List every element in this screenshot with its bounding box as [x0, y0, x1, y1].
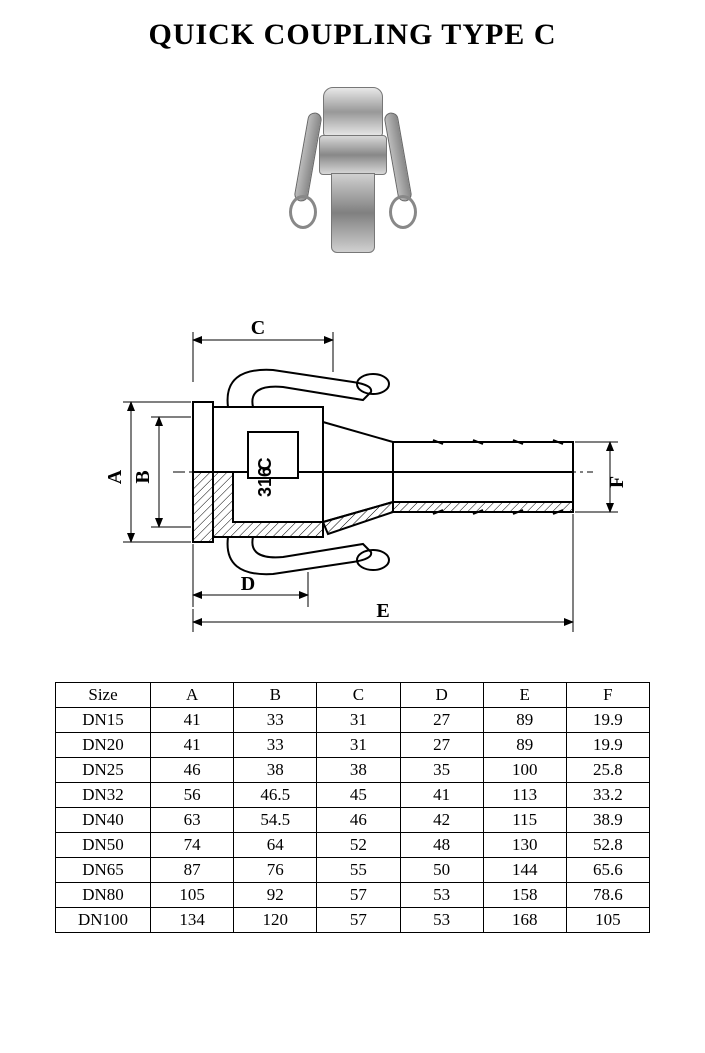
table-cell: DN65: [56, 858, 151, 883]
table-cell: 64: [234, 833, 317, 858]
table-cell: 56: [151, 783, 234, 808]
table-cell: 74: [151, 833, 234, 858]
table-cell: 52: [317, 833, 400, 858]
table-cell: DN100: [56, 908, 151, 933]
table-cell: DN40: [56, 808, 151, 833]
technical-diagram: C: [73, 312, 633, 642]
table-cell: 38.9: [566, 808, 649, 833]
col-size: Size: [56, 683, 151, 708]
product-photo-container: [0, 77, 705, 272]
table-cell: DN50: [56, 833, 151, 858]
dim-label-f: F: [606, 476, 628, 488]
table-row: DN406354.5464211538.9: [56, 808, 650, 833]
dim-label-d: D: [240, 573, 254, 595]
table-cell: 65.6: [566, 858, 649, 883]
table-cell: 105: [151, 883, 234, 908]
col-e: E: [483, 683, 566, 708]
table-cell: 120: [234, 908, 317, 933]
table-cell: 41: [151, 733, 234, 758]
table-cell: 100: [483, 758, 566, 783]
product-photo: [273, 77, 433, 267]
table-cell: DN32: [56, 783, 151, 808]
table-cell: 42: [400, 808, 483, 833]
table-cell: 113: [483, 783, 566, 808]
table-row: DN8010592575315878.6: [56, 883, 650, 908]
table-row: DN1001341205753168105: [56, 908, 650, 933]
dimension-table-container: Size A B C D E F DN15413331278919.9DN204…: [0, 682, 705, 933]
table-cell: 105: [566, 908, 649, 933]
table-cell: 57: [317, 908, 400, 933]
table-header-row: Size A B C D E F: [56, 683, 650, 708]
table-cell: 27: [400, 708, 483, 733]
table-row: DN325646.5454111333.2: [56, 783, 650, 808]
table-cell: 158: [483, 883, 566, 908]
table-cell: 33.2: [566, 783, 649, 808]
table-cell: 46.5: [234, 783, 317, 808]
table-cell: 53: [400, 908, 483, 933]
table-cell: DN20: [56, 733, 151, 758]
col-c: C: [317, 683, 400, 708]
table-cell: 41: [151, 708, 234, 733]
dim-label-b: B: [132, 470, 154, 483]
col-b: B: [234, 683, 317, 708]
dimension-table: Size A B C D E F DN15413331278919.9DN204…: [55, 682, 650, 933]
table-cell: 76: [234, 858, 317, 883]
table-cell: 78.6: [566, 883, 649, 908]
table-cell: 25.8: [566, 758, 649, 783]
table-cell: 31: [317, 733, 400, 758]
technical-diagram-container: C: [0, 312, 705, 647]
table-cell: 144: [483, 858, 566, 883]
table-cell: 50: [400, 858, 483, 883]
table-row: DN20413331278919.9: [56, 733, 650, 758]
table-cell: 38: [234, 758, 317, 783]
table-row: DN658776555014465.6: [56, 858, 650, 883]
dim-label-a: A: [104, 469, 126, 484]
table-cell: 115: [483, 808, 566, 833]
dim-label-c: C: [250, 317, 264, 339]
table-row: DN507464524813052.8: [56, 833, 650, 858]
table-cell: 33: [234, 733, 317, 758]
table-cell: 87: [151, 858, 234, 883]
table-cell: 45: [317, 783, 400, 808]
page-title: QUICK COUPLING TYPE C: [0, 0, 705, 52]
table-cell: 55: [317, 858, 400, 883]
table-cell: 35: [400, 758, 483, 783]
table-cell: DN25: [56, 758, 151, 783]
table-cell: 168: [483, 908, 566, 933]
table-cell: 19.9: [566, 733, 649, 758]
table-row: DN254638383510025.8: [56, 758, 650, 783]
svg-text:316: 316: [255, 467, 275, 497]
table-cell: 48: [400, 833, 483, 858]
table-cell: 57: [317, 883, 400, 908]
table-cell: DN80: [56, 883, 151, 908]
dim-label-e: E: [376, 600, 389, 622]
table-cell: 41: [400, 783, 483, 808]
table-cell: 31: [317, 708, 400, 733]
table-cell: 130: [483, 833, 566, 858]
table-cell: 92: [234, 883, 317, 908]
table-cell: 27: [400, 733, 483, 758]
table-cell: 38: [317, 758, 400, 783]
table-cell: 46: [151, 758, 234, 783]
table-cell: 53: [400, 883, 483, 908]
marking-box: C 316: [248, 432, 298, 497]
table-cell: DN15: [56, 708, 151, 733]
table-cell: 33: [234, 708, 317, 733]
table-cell: 52.8: [566, 833, 649, 858]
table-cell: 89: [483, 733, 566, 758]
table-cell: 54.5: [234, 808, 317, 833]
col-a: A: [151, 683, 234, 708]
col-d: D: [400, 683, 483, 708]
table-cell: 19.9: [566, 708, 649, 733]
col-f: F: [566, 683, 649, 708]
table-cell: 89: [483, 708, 566, 733]
table-cell: 46: [317, 808, 400, 833]
table-row: DN15413331278919.9: [56, 708, 650, 733]
table-cell: 63: [151, 808, 234, 833]
table-cell: 134: [151, 908, 234, 933]
